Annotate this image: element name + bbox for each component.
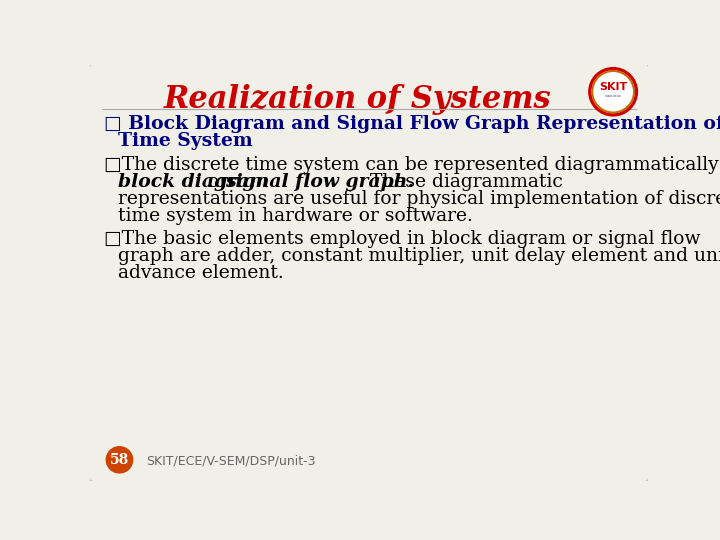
Text: □ Block Diagram and Signal Flow Graph Representation of Discrete: □ Block Diagram and Signal Flow Graph Re… (104, 115, 720, 133)
Text: These diagrammatic: These diagrammatic (358, 173, 563, 191)
Text: or: or (202, 173, 234, 191)
Text: 58: 58 (110, 453, 129, 467)
Text: SKIT: SKIT (599, 82, 627, 92)
Circle shape (593, 71, 634, 112)
Text: □The basic elements employed in block diagram or signal flow: □The basic elements employed in block di… (104, 231, 701, 248)
Text: signal flow graph.: signal flow graph. (225, 173, 414, 191)
Text: representations are useful for physical implementation of discrete: representations are useful for physical … (118, 190, 720, 208)
Text: □The discrete time system can be represented diagrammatically by: □The discrete time system can be represe… (104, 157, 720, 174)
Text: Realization of Systems: Realization of Systems (163, 84, 552, 115)
Text: graph are adder, constant multiplier, unit delay element and unit: graph are adder, constant multiplier, un… (118, 247, 720, 265)
Text: block diagram: block diagram (118, 173, 269, 191)
Text: Time System: Time System (118, 132, 253, 150)
Text: advance element.: advance element. (118, 264, 284, 282)
Text: SKIT/ECE/V-SEM/DSP/unit-3: SKIT/ECE/V-SEM/DSP/unit-3 (145, 455, 315, 468)
Text: ====: ==== (605, 93, 621, 99)
FancyBboxPatch shape (89, 63, 649, 482)
Text: time system in hardware or software.: time system in hardware or software. (118, 207, 473, 225)
Circle shape (107, 447, 132, 473)
